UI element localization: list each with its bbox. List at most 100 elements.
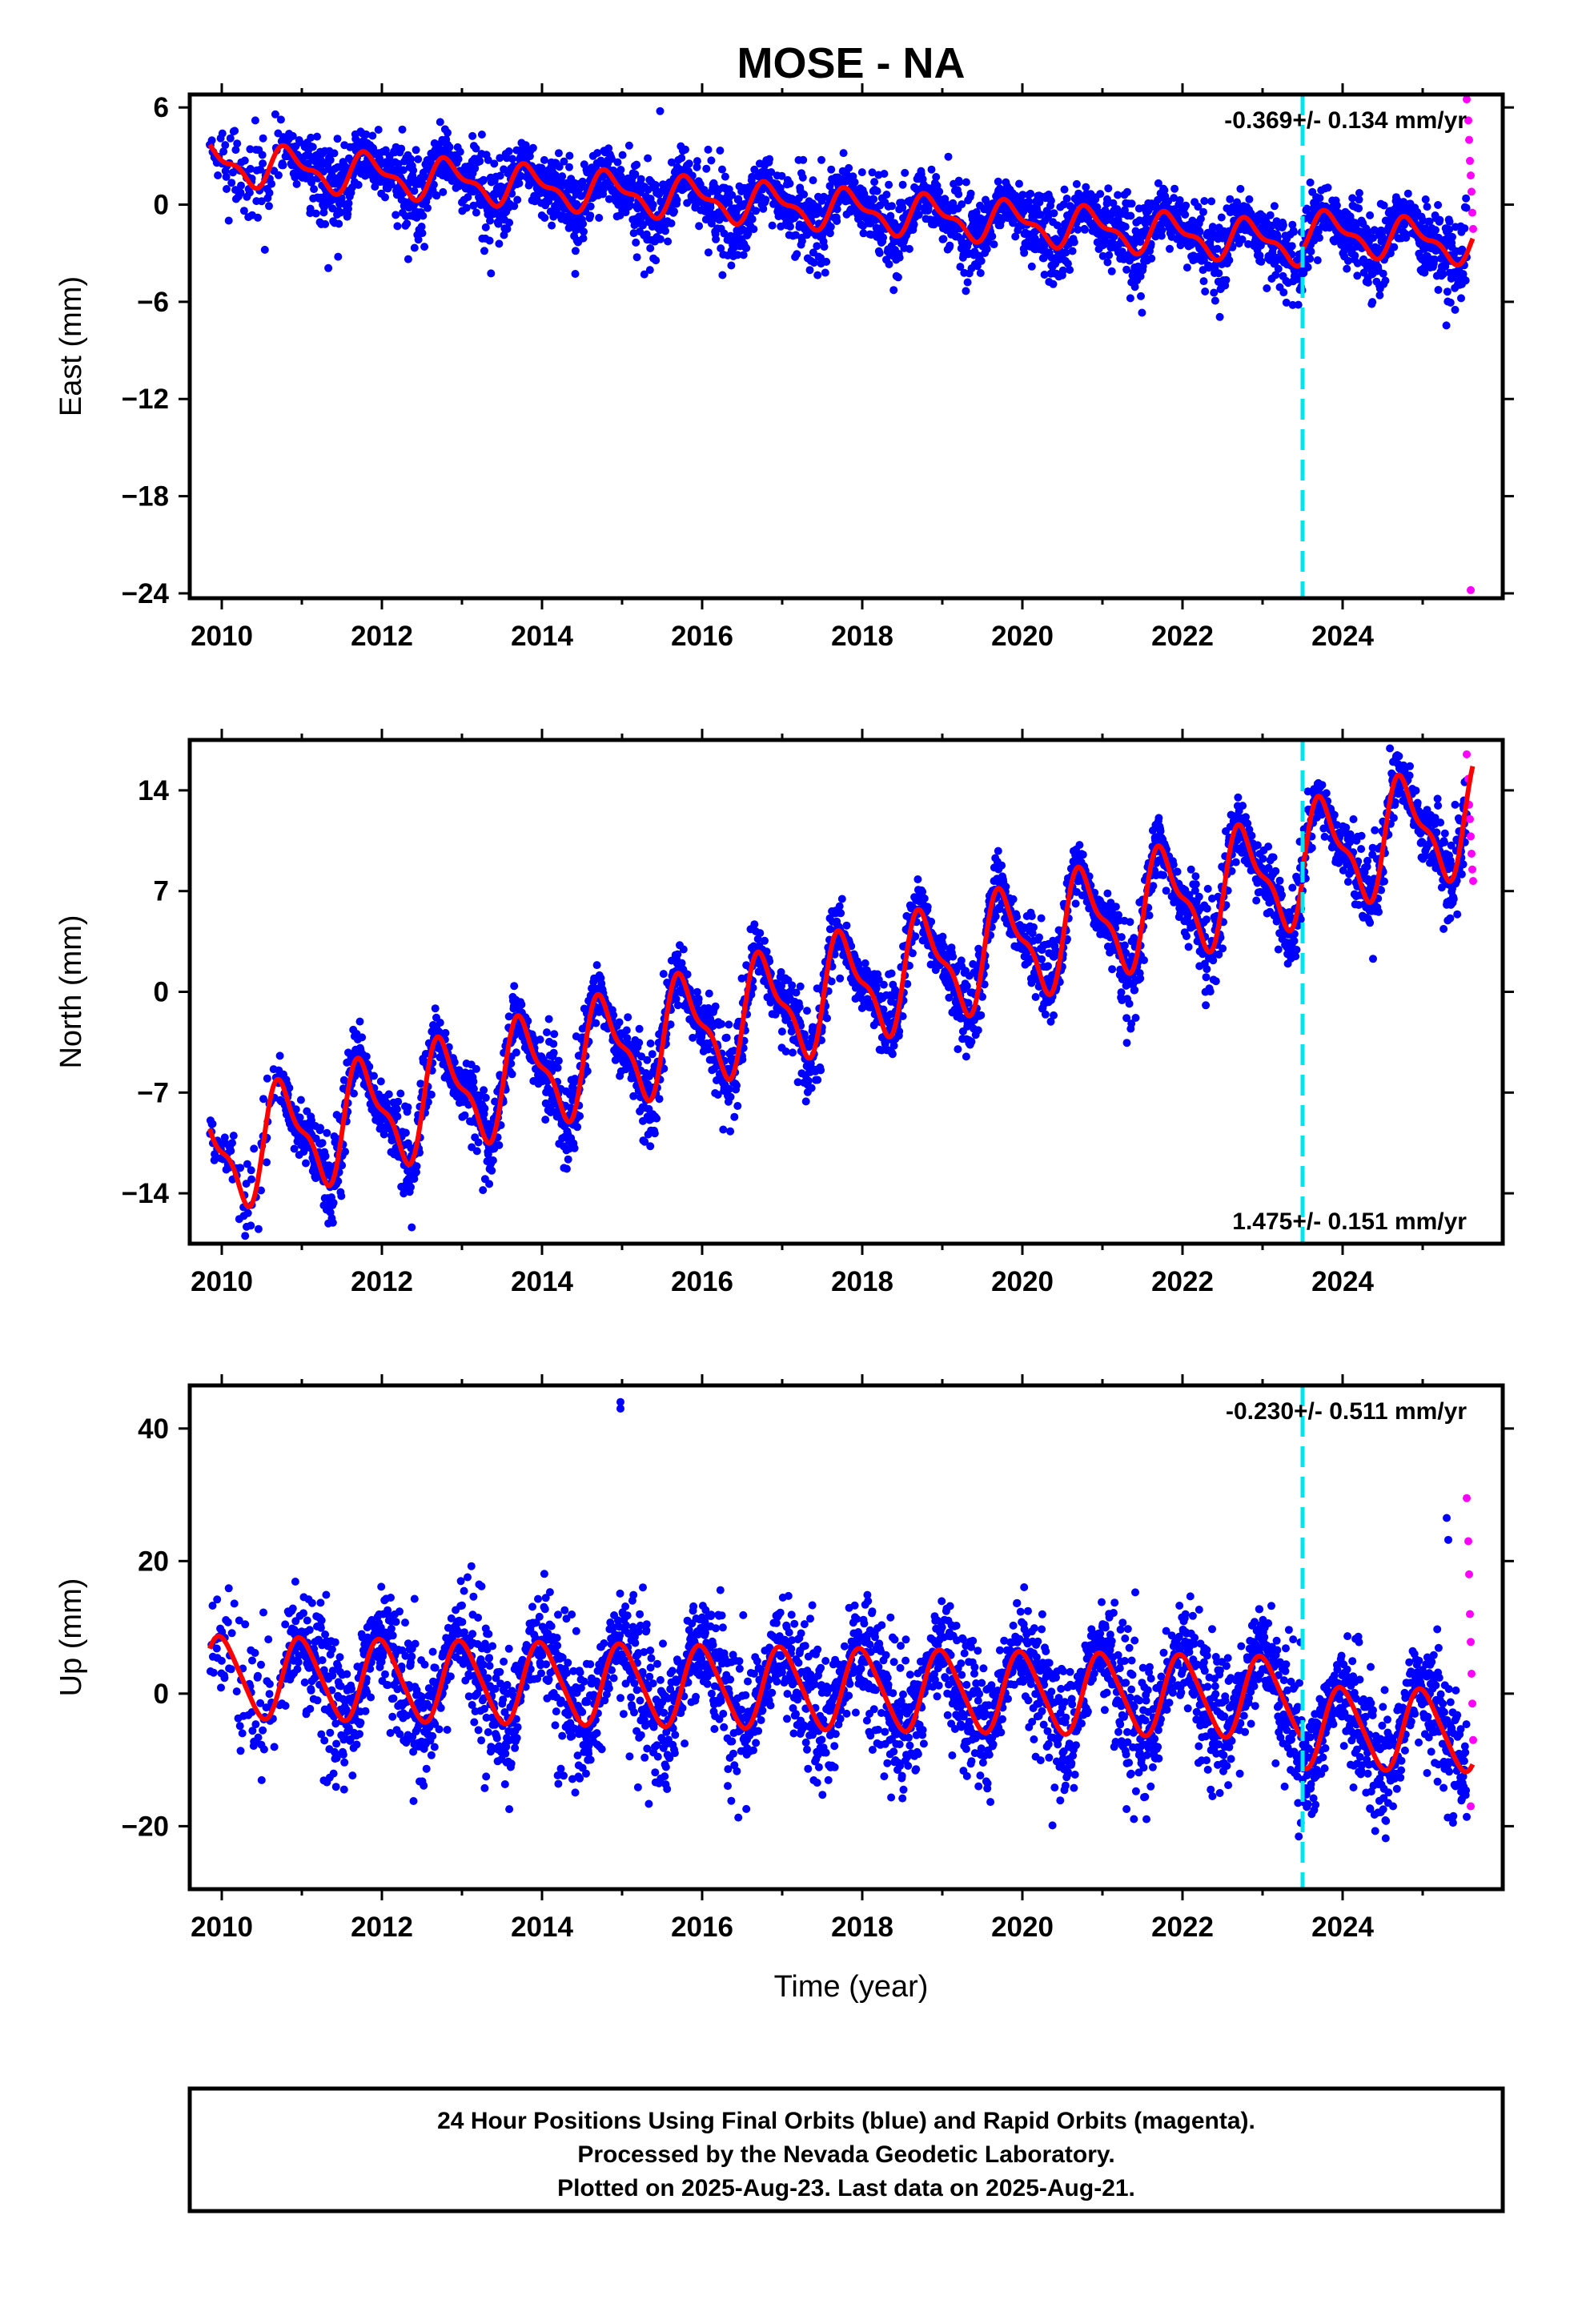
final-orbit-points xyxy=(206,107,1471,330)
final-orbit-point xyxy=(1386,249,1395,258)
final-orbit-point xyxy=(558,172,567,181)
final-orbit-point xyxy=(462,203,471,212)
final-orbit-point xyxy=(267,179,276,188)
final-orbit-point xyxy=(1025,197,1034,206)
final-orbit-point xyxy=(646,1039,655,1047)
final-orbit-point xyxy=(540,155,548,164)
final-orbit-point xyxy=(487,269,496,278)
final-orbit-point xyxy=(882,191,891,199)
final-orbit-point xyxy=(889,286,898,295)
final-orbit-point xyxy=(1315,234,1323,242)
final-orbit-point xyxy=(1425,217,1434,226)
final-orbit-point xyxy=(966,189,975,198)
final-orbit-point xyxy=(336,208,345,217)
final-orbit-point xyxy=(227,1147,235,1156)
rapid-orbit-points xyxy=(1463,95,1477,594)
final-orbit-point xyxy=(821,268,829,277)
final-orbit-point xyxy=(259,1095,267,1104)
final-orbit-point xyxy=(358,1033,367,1042)
final-orbit-point xyxy=(404,1103,412,1112)
final-orbit-point xyxy=(677,959,686,967)
final-orbit-point xyxy=(565,163,573,171)
final-orbit-point xyxy=(1270,202,1279,211)
final-orbit-point xyxy=(226,134,235,143)
final-orbit-point xyxy=(400,1189,408,1198)
final-orbit-point xyxy=(504,147,513,155)
final-orbit-point xyxy=(1066,266,1074,274)
final-orbit-point xyxy=(579,219,588,228)
final-orbit-point xyxy=(570,1144,579,1152)
final-orbit-point xyxy=(705,989,713,998)
final-orbit-point xyxy=(214,171,223,179)
final-orbit-point xyxy=(717,1019,726,1028)
final-orbit-point xyxy=(259,134,267,143)
final-orbit-point xyxy=(632,238,640,247)
final-orbit-point xyxy=(476,157,484,166)
final-orbit-point xyxy=(717,244,725,253)
final-orbit-point xyxy=(1181,211,1190,219)
final-orbit-point xyxy=(536,1035,544,1044)
final-orbit-point xyxy=(1313,256,1322,264)
final-orbit-point xyxy=(880,170,889,178)
final-orbit-point xyxy=(208,1120,217,1128)
final-orbit-point xyxy=(1104,184,1113,193)
final-orbit-point xyxy=(543,1028,551,1037)
final-orbit-point xyxy=(656,107,665,115)
rapid-orbit-point xyxy=(1467,585,1475,594)
final-orbit-point xyxy=(850,178,859,187)
final-orbit-point xyxy=(1026,189,1035,198)
final-orbit-point xyxy=(469,1077,478,1086)
final-orbit-point xyxy=(296,1096,305,1104)
final-orbit-point xyxy=(246,164,255,173)
final-orbit-point xyxy=(311,209,320,218)
final-orbit-point xyxy=(472,1064,480,1073)
final-orbit-point xyxy=(1063,259,1072,268)
final-orbit-point xyxy=(1271,271,1280,279)
final-orbit-point xyxy=(341,1148,350,1156)
final-orbit-point xyxy=(376,1077,385,1086)
final-orbit-point xyxy=(1462,194,1471,203)
final-orbit-point xyxy=(279,161,287,170)
final-orbit-point xyxy=(1096,190,1105,199)
final-orbit-point xyxy=(207,136,216,145)
final-orbit-point xyxy=(369,144,378,152)
final-orbit-point xyxy=(1266,211,1275,219)
final-orbit-point xyxy=(233,139,242,148)
final-orbit-point xyxy=(307,133,315,142)
final-orbit-point xyxy=(247,1221,255,1230)
final-orbit-point xyxy=(316,1124,324,1132)
final-orbit-point xyxy=(512,1048,520,1057)
final-orbit-point xyxy=(1027,262,1036,271)
final-orbit-point xyxy=(748,215,757,223)
final-orbit-point xyxy=(354,180,363,189)
final-orbit-point xyxy=(976,269,985,277)
final-orbit-point xyxy=(1046,196,1055,205)
final-orbit-point xyxy=(1363,278,1372,287)
x-tick-label: 2022 xyxy=(1151,621,1214,652)
final-orbit-point xyxy=(673,950,682,959)
final-orbit-point xyxy=(733,1102,742,1110)
final-orbit-point xyxy=(616,166,625,174)
final-orbit-point xyxy=(726,1127,735,1136)
final-orbit-point xyxy=(290,1144,299,1153)
final-orbit-point xyxy=(1282,298,1291,307)
final-orbit-point xyxy=(403,219,412,228)
final-orbit-point xyxy=(444,128,452,137)
final-orbit-point xyxy=(285,1084,294,1092)
final-orbit-point xyxy=(963,278,972,287)
final-orbit-point xyxy=(721,172,729,181)
final-orbit-point xyxy=(247,1175,256,1184)
final-orbit-point xyxy=(1053,221,1062,230)
final-orbit-point xyxy=(1215,312,1224,321)
final-orbit-point xyxy=(704,1045,713,1054)
final-orbit-point xyxy=(644,154,652,163)
final-orbit-point xyxy=(930,220,938,229)
final-orbit-point xyxy=(727,261,736,270)
final-orbit-point xyxy=(414,235,423,244)
final-orbit-point xyxy=(805,266,814,275)
final-orbit-point xyxy=(809,259,818,267)
final-orbit-point xyxy=(713,1091,722,1099)
final-orbit-point xyxy=(307,1116,315,1125)
final-orbit-point xyxy=(646,244,655,252)
final-orbit-point xyxy=(436,118,444,127)
